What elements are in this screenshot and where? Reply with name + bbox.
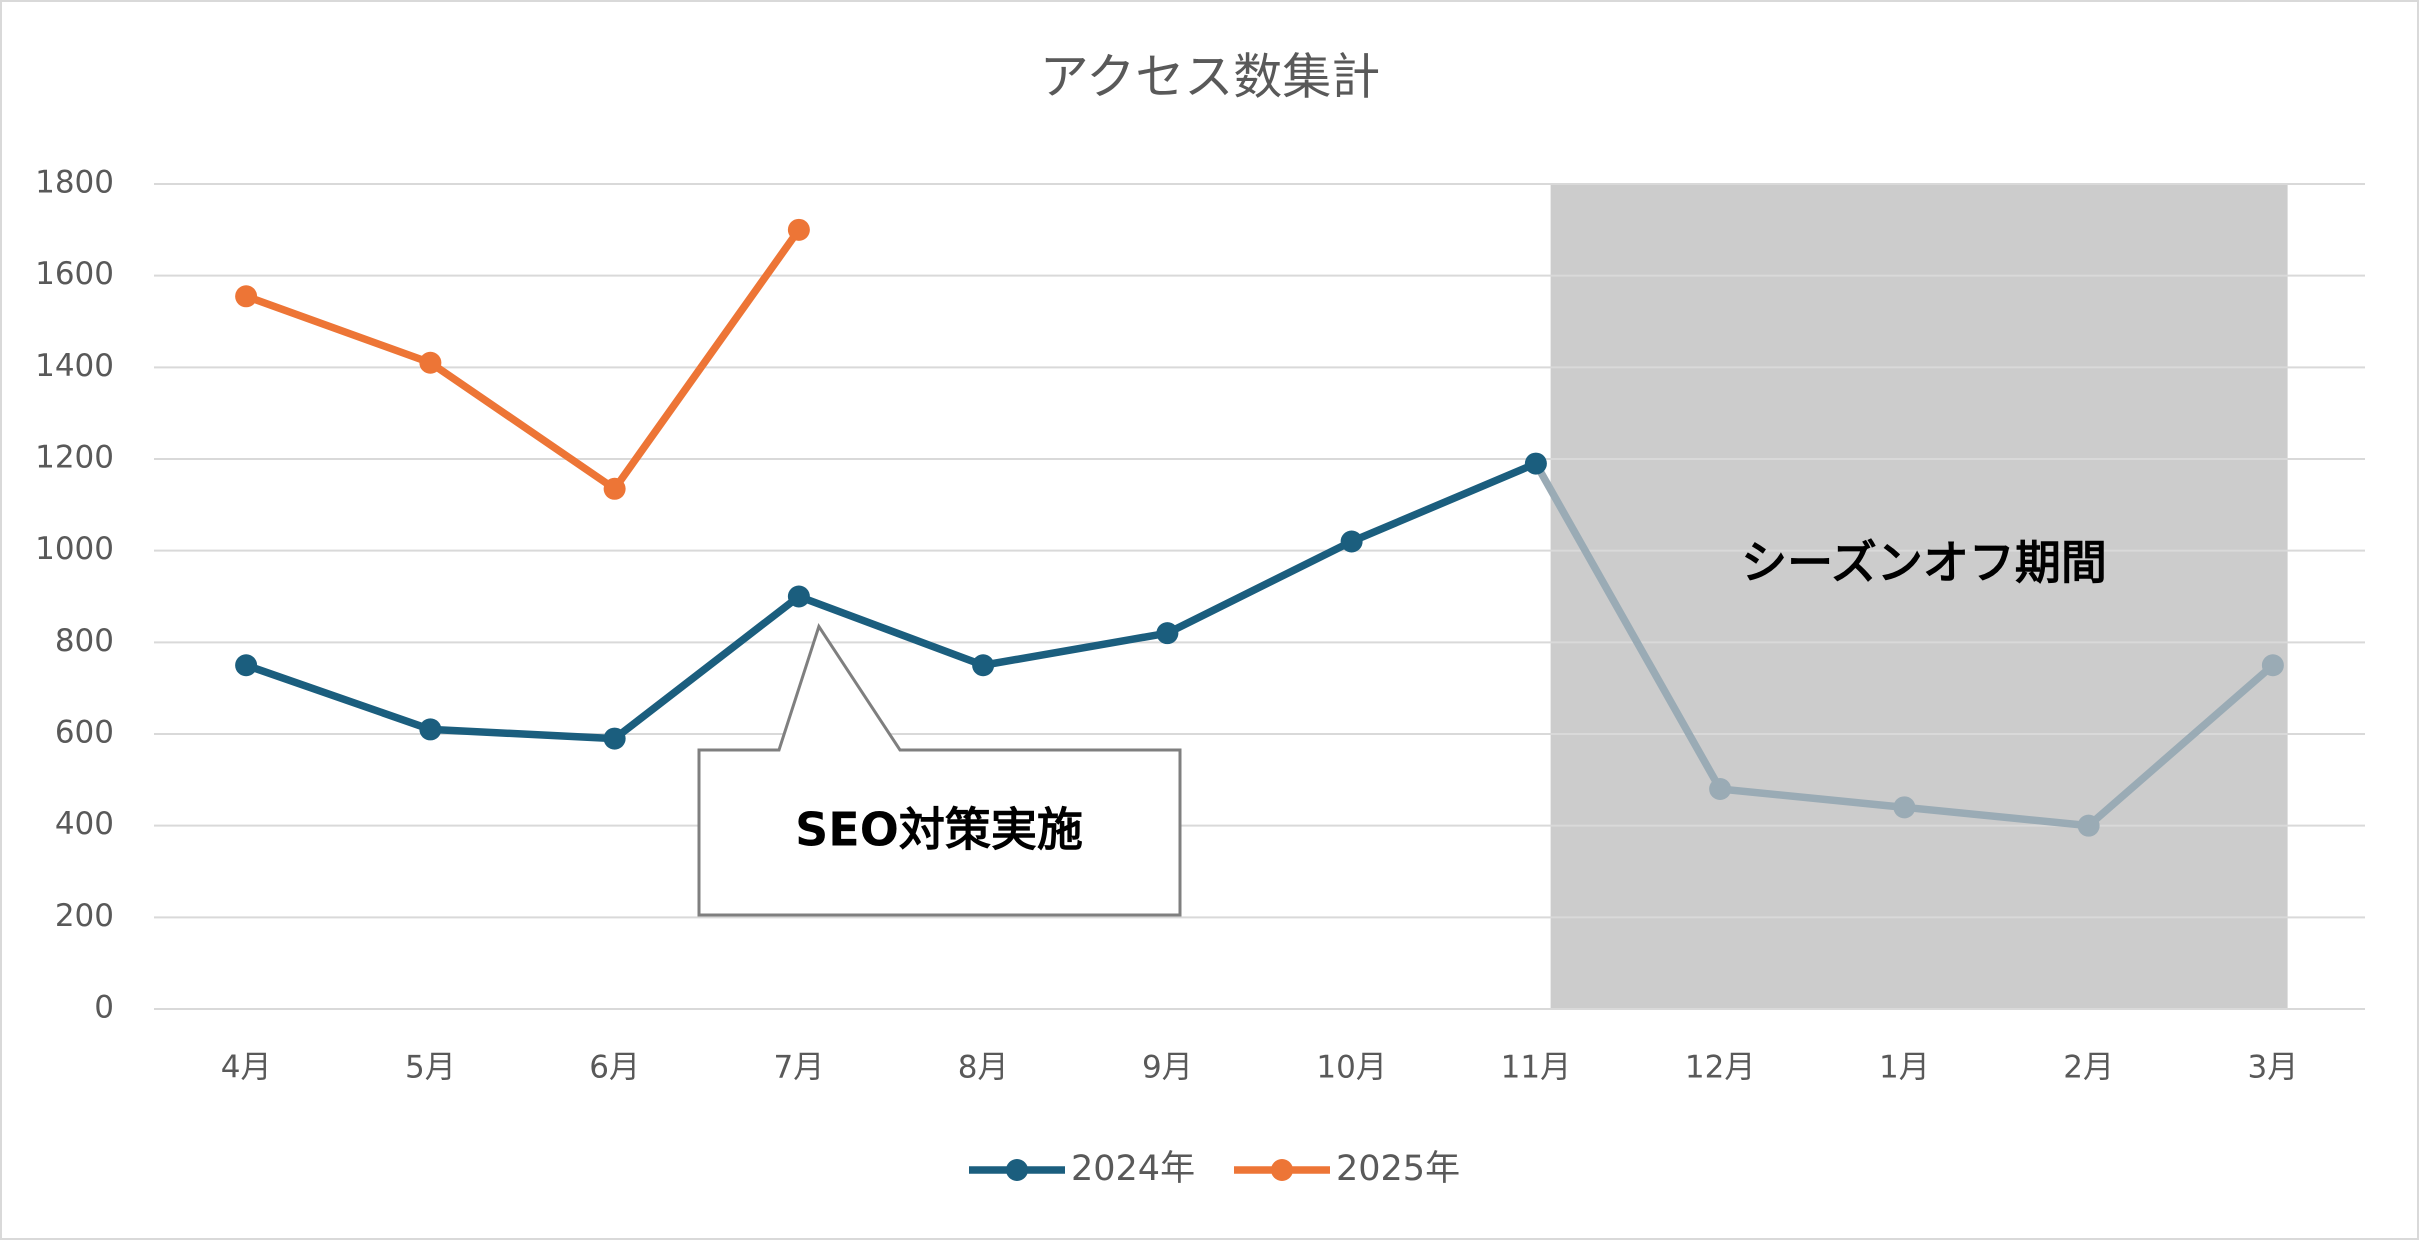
y-tick-label: 400: [55, 806, 114, 842]
marker: [235, 654, 258, 677]
x-tick-label: 10月: [1316, 1050, 1386, 1086]
marker: [1156, 622, 1179, 645]
offseason-label: シーズンオフ期間: [1741, 536, 2107, 590]
x-tick-label: 1月: [1879, 1050, 1930, 1086]
marker: [1524, 452, 1547, 475]
y-tick-label: 0: [94, 990, 114, 1026]
marker: [1340, 530, 1363, 553]
x-tick-label: 7月: [774, 1050, 825, 1086]
legend-marker: [1271, 1159, 1293, 1181]
marker: [1709, 778, 1732, 800]
marker: [419, 718, 442, 741]
x-tick-label: 6月: [589, 1050, 640, 1086]
marker: [419, 351, 442, 374]
legend-label: 2025年: [1336, 1149, 1460, 1189]
y-tick-label: 1200: [35, 440, 114, 476]
marker: [2261, 654, 2284, 677]
x-tick-label: 12月: [1685, 1050, 1755, 1086]
annotation-callout: [697, 623, 1182, 917]
x-tick-label: 9月: [1142, 1050, 1193, 1086]
y-tick-label: 1800: [35, 165, 114, 201]
marker: [2077, 814, 2100, 837]
y-tick-label: 200: [55, 898, 114, 934]
legend-marker: [1006, 1159, 1028, 1181]
marker: [1893, 796, 1916, 819]
marker: [603, 477, 626, 500]
y-tick-label: 1600: [35, 256, 114, 292]
x-tick-label: 5月: [405, 1050, 456, 1086]
marker: [972, 654, 995, 677]
series-line: [242, 459, 1540, 743]
marker: [787, 218, 810, 241]
marker: [603, 727, 626, 750]
annotation-text: SEO対策実施: [795, 803, 1083, 857]
series-line: [242, 226, 803, 493]
x-tick-label: 2月: [2063, 1050, 2114, 1086]
legend-label: 2024年: [1071, 1149, 1195, 1189]
x-tick-label: 11月: [1501, 1050, 1571, 1086]
marker: [235, 285, 258, 308]
line-connector: [1532, 459, 1724, 793]
series-line: [1716, 661, 2277, 830]
y-tick-label: 1400: [35, 348, 114, 384]
chart-title: アクセス数集計: [1040, 49, 1381, 106]
x-tick-label: 4月: [221, 1050, 272, 1086]
y-tick-label: 800: [55, 623, 114, 659]
marker: [787, 585, 810, 608]
x-tick-label: 3月: [2248, 1050, 2299, 1086]
y-tick-label: 1000: [35, 531, 114, 567]
offseason-region: [1550, 184, 2288, 1009]
x-tick-label: 8月: [958, 1050, 1009, 1086]
y-tick-label: 600: [55, 715, 114, 751]
